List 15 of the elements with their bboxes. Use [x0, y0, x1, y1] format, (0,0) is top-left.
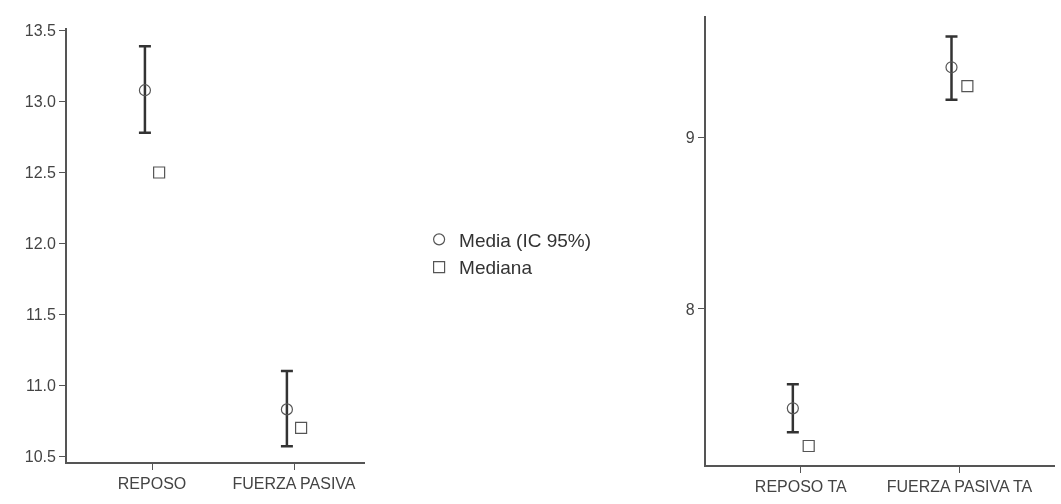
y-tick-label: 12.0 — [24, 235, 56, 253]
y-tick-label: 11.5 — [25, 305, 56, 323]
y-tick-label: 8 — [685, 300, 695, 318]
y-tick-label: 13.0 — [24, 93, 56, 111]
legend-label: Media (IC 95%) — [459, 229, 592, 251]
legend-label: Mediana — [459, 257, 533, 279]
y-tick-label: 10.5 — [24, 447, 56, 465]
y-tick-label: 11.0 — [25, 376, 56, 394]
x-tick-label: REPOSO — [117, 474, 187, 492]
y-tick-label: 13.5 — [24, 22, 56, 40]
x-tick-label: FUERZA PASIVA — [232, 474, 356, 492]
y-tick-label: 9 — [685, 129, 695, 147]
x-tick-label: FUERZA PASIVA TA — [886, 477, 1033, 495]
x-tick-label: REPOSO TA — [754, 477, 848, 495]
y-tick-label: 12.5 — [24, 164, 56, 182]
